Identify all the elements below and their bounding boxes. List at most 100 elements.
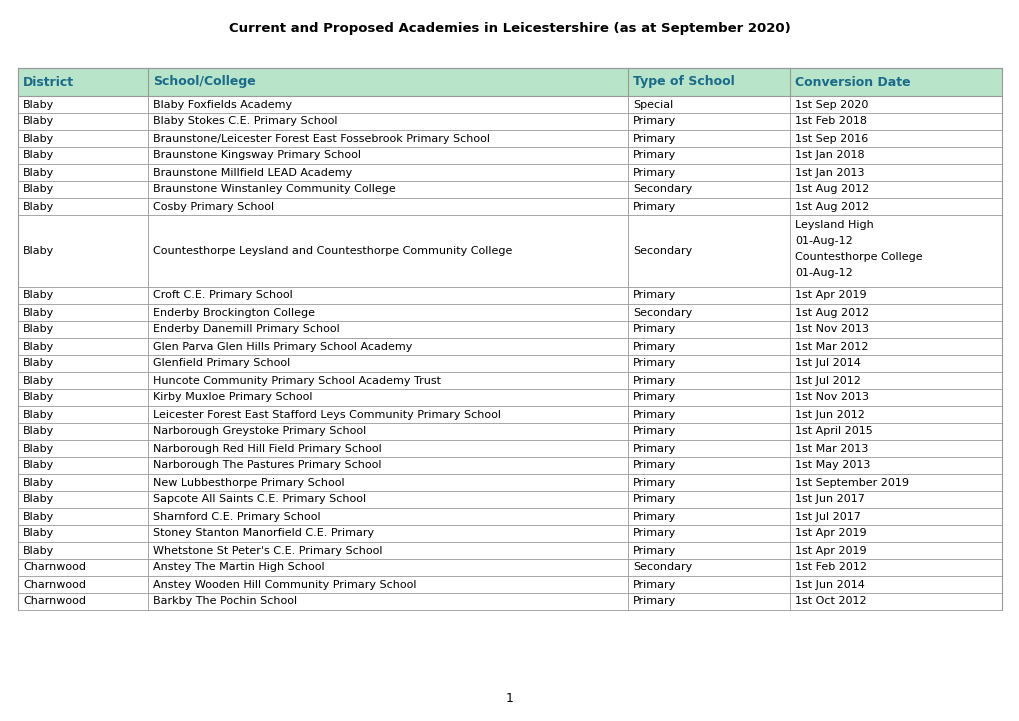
Text: Primary: Primary — [633, 410, 676, 420]
Text: 01-Aug-12: 01-Aug-12 — [794, 236, 852, 246]
Text: Conversion Date: Conversion Date — [794, 76, 910, 89]
Bar — [18, 593, 1001, 610]
Text: School/College: School/College — [153, 76, 256, 89]
Text: Secondary: Secondary — [633, 307, 692, 317]
Text: Primary: Primary — [633, 358, 676, 368]
Text: Primary: Primary — [633, 511, 676, 521]
Text: 01-Aug-12: 01-Aug-12 — [794, 267, 852, 278]
Text: 1st Jul 2012: 1st Jul 2012 — [794, 376, 860, 386]
Text: Secondary: Secondary — [633, 185, 692, 195]
Bar — [18, 457, 1001, 474]
Text: Narborough The Pastures Primary School: Narborough The Pastures Primary School — [153, 461, 381, 471]
Text: 1st Feb 2018: 1st Feb 2018 — [794, 117, 866, 126]
Text: Blaby: Blaby — [23, 246, 54, 256]
Text: Glenfield Primary School: Glenfield Primary School — [153, 358, 290, 368]
Text: 1st Apr 2019: 1st Apr 2019 — [794, 291, 866, 301]
Text: Primary: Primary — [633, 443, 676, 454]
Text: Secondary: Secondary — [633, 246, 692, 256]
Text: 1st Aug 2012: 1st Aug 2012 — [794, 185, 868, 195]
Bar — [18, 491, 1001, 508]
Text: Primary: Primary — [633, 151, 676, 161]
Text: Anstey Wooden Hill Community Primary School: Anstey Wooden Hill Community Primary Sch… — [153, 580, 416, 590]
Text: Blaby: Blaby — [23, 151, 54, 161]
Text: 1st Nov 2013: 1st Nov 2013 — [794, 392, 868, 402]
Bar — [18, 130, 1001, 147]
Text: Enderby Brockington College: Enderby Brockington College — [153, 307, 315, 317]
Bar — [18, 406, 1001, 423]
Text: Cosby Primary School: Cosby Primary School — [153, 201, 274, 211]
Text: 1: 1 — [505, 691, 514, 704]
Text: Blaby: Blaby — [23, 117, 54, 126]
Text: Primary: Primary — [633, 477, 676, 487]
Bar — [18, 355, 1001, 372]
Text: 1st Nov 2013: 1st Nov 2013 — [794, 324, 868, 335]
Text: 1st September 2019: 1st September 2019 — [794, 477, 908, 487]
Text: Blaby: Blaby — [23, 167, 54, 177]
Text: Primary: Primary — [633, 376, 676, 386]
Bar — [18, 68, 1001, 96]
Bar — [18, 542, 1001, 559]
Text: Blaby: Blaby — [23, 376, 54, 386]
Text: Primary: Primary — [633, 528, 676, 539]
Bar — [18, 423, 1001, 440]
Text: Blaby: Blaby — [23, 342, 54, 352]
Text: Leysland High: Leysland High — [794, 220, 873, 229]
Text: Sapcote All Saints C.E. Primary School: Sapcote All Saints C.E. Primary School — [153, 495, 366, 505]
Text: Primary: Primary — [633, 117, 676, 126]
Text: Primary: Primary — [633, 427, 676, 436]
Bar — [18, 181, 1001, 198]
Text: Charnwood: Charnwood — [23, 562, 86, 572]
Bar — [18, 525, 1001, 542]
Text: 1st Jun 2014: 1st Jun 2014 — [794, 580, 864, 590]
Text: Primary: Primary — [633, 580, 676, 590]
Bar — [18, 164, 1001, 181]
Text: Glen Parva Glen Hills Primary School Academy: Glen Parva Glen Hills Primary School Aca… — [153, 342, 412, 352]
Text: Blaby: Blaby — [23, 201, 54, 211]
Text: Blaby: Blaby — [23, 358, 54, 368]
Bar — [18, 198, 1001, 215]
Bar — [18, 287, 1001, 304]
Text: 1st Jul 2017: 1st Jul 2017 — [794, 511, 860, 521]
Bar — [18, 559, 1001, 576]
Text: Countesthorpe College: Countesthorpe College — [794, 252, 922, 262]
Text: Whetstone St Peter's C.E. Primary School: Whetstone St Peter's C.E. Primary School — [153, 546, 382, 555]
Text: 1st Feb 2012: 1st Feb 2012 — [794, 562, 866, 572]
Text: Narborough Greystoke Primary School: Narborough Greystoke Primary School — [153, 427, 366, 436]
Bar — [18, 338, 1001, 355]
Text: 1st Apr 2019: 1st Apr 2019 — [794, 528, 866, 539]
Text: Blaby: Blaby — [23, 511, 54, 521]
Text: Blaby: Blaby — [23, 392, 54, 402]
Bar — [18, 304, 1001, 321]
Text: Blaby: Blaby — [23, 324, 54, 335]
Text: Braunstone Kingsway Primary School: Braunstone Kingsway Primary School — [153, 151, 361, 161]
Text: 1st Mar 2012: 1st Mar 2012 — [794, 342, 867, 352]
Text: Huncote Community Primary School Academy Trust: Huncote Community Primary School Academy… — [153, 376, 440, 386]
Text: Blaby: Blaby — [23, 528, 54, 539]
Text: Stoney Stanton Manorfield C.E. Primary: Stoney Stanton Manorfield C.E. Primary — [153, 528, 374, 539]
Bar — [18, 215, 1001, 287]
Text: Primary: Primary — [633, 495, 676, 505]
Text: Leicester Forest East Stafford Leys Community Primary School: Leicester Forest East Stafford Leys Comm… — [153, 410, 500, 420]
Text: Primary: Primary — [633, 201, 676, 211]
Text: Charnwood: Charnwood — [23, 580, 86, 590]
Text: Enderby Danemill Primary School: Enderby Danemill Primary School — [153, 324, 339, 335]
Text: Primary: Primary — [633, 133, 676, 143]
Text: Blaby: Blaby — [23, 185, 54, 195]
Text: 1st Jan 2013: 1st Jan 2013 — [794, 167, 864, 177]
Text: 1st Sep 2020: 1st Sep 2020 — [794, 99, 867, 110]
Text: Braunstone/Leicester Forest East Fossebrook Primary School: Braunstone/Leicester Forest East Fossebr… — [153, 133, 489, 143]
Text: Blaby: Blaby — [23, 477, 54, 487]
Text: Barkby The Pochin School: Barkby The Pochin School — [153, 596, 297, 606]
Text: Croft C.E. Primary School: Croft C.E. Primary School — [153, 291, 292, 301]
Text: Primary: Primary — [633, 596, 676, 606]
Text: Blaby: Blaby — [23, 410, 54, 420]
Text: 1st Jun 2012: 1st Jun 2012 — [794, 410, 864, 420]
Text: 1st Sep 2016: 1st Sep 2016 — [794, 133, 867, 143]
Bar — [18, 147, 1001, 164]
Text: Current and Proposed Academies in Leicestershire (as at September 2020): Current and Proposed Academies in Leices… — [229, 22, 790, 35]
Text: Blaby Stokes C.E. Primary School: Blaby Stokes C.E. Primary School — [153, 117, 337, 126]
Text: Blaby: Blaby — [23, 99, 54, 110]
Text: Blaby Foxfields Academy: Blaby Foxfields Academy — [153, 99, 291, 110]
Bar — [18, 372, 1001, 389]
Bar — [18, 113, 1001, 130]
